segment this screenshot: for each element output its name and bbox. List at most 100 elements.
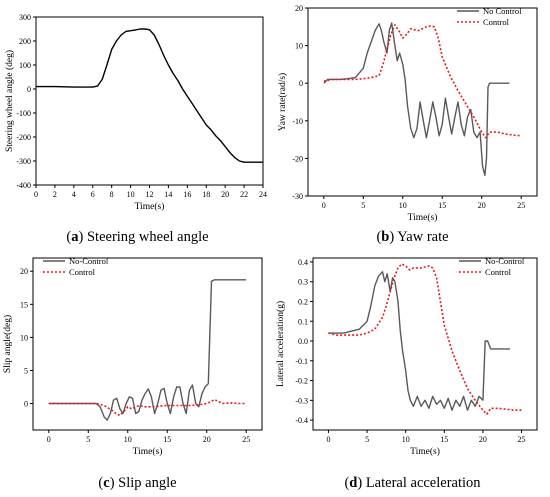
x-tick-label: 5 xyxy=(86,435,90,444)
x-axis-label-d: Time(s) xyxy=(410,446,440,457)
y-tick-label: -0.2 xyxy=(295,377,308,386)
caption-d: (d) Lateral acceleration xyxy=(344,475,481,491)
caption-b: (b) Yaw rate xyxy=(376,229,449,245)
series-line-c-0 xyxy=(48,279,247,421)
caption-letter-a: a xyxy=(71,229,79,245)
x-tick-label: 14 xyxy=(164,190,172,199)
series-line-a-0 xyxy=(36,28,263,163)
chart-svg-a: 0 2 4 6 8 10 12 14 16 18 20 22 24-400-300-200-100010… xyxy=(4,13,267,212)
chart-svg-d: 0 5 10 15 20 25 -0.4 -0.3 -0.2 -0.1 0.0 0.1 0.2 0.3 0.… xyxy=(275,256,538,457)
y-tick-label: 0 xyxy=(24,400,28,409)
x-tick-label: 0 xyxy=(322,201,326,210)
legend-label-d-1: Control xyxy=(485,267,512,277)
x-tick-label: 20 xyxy=(478,201,486,210)
y-tick-label: 5 xyxy=(24,366,28,375)
x-tick-label: 22 xyxy=(240,190,248,199)
y-tick-label: 0.1 xyxy=(298,317,308,326)
plot-frame-c xyxy=(32,257,263,431)
x-axis-label-c: Time(s) xyxy=(133,446,163,457)
caption-letter-d: d xyxy=(349,475,358,491)
y-tick-label: 0.3 xyxy=(298,278,308,287)
x-tick-label: 12 xyxy=(146,190,154,199)
caption-text-a: Steering wheel angle xyxy=(86,229,209,245)
x-tick-label: 5 xyxy=(365,435,369,444)
series-line-d-1 xyxy=(328,263,522,415)
legend-label-c-1: Control xyxy=(69,267,96,277)
y-tick-label: 300 xyxy=(19,13,31,22)
legend-label-d-0: No-Control xyxy=(485,256,525,266)
y-tick-label: 100 xyxy=(19,61,31,70)
caption-c: (c) Slip angle xyxy=(98,475,177,491)
y-axis-label-d: Lateral acceleration(g) xyxy=(275,301,286,387)
chart-panel-b: 0 5 10 15 20 25 -30 -20 -10 0 10 20 Time(s) Yaw rate(… xyxy=(275,0,550,250)
caption-a: (a) Steering wheel angle xyxy=(66,229,209,245)
y-tick-label: 0.2 xyxy=(298,297,308,306)
chart-panel-a: 0 2 4 6 8 10 12 14 16 18 20 22 24 -400 -300 -200 -100 0 10… xyxy=(0,0,275,250)
caption-letter-b: b xyxy=(381,229,390,245)
plot-frame-a xyxy=(35,16,264,186)
plot-frame-d xyxy=(312,257,538,431)
legend-label-b-0: No Control xyxy=(483,6,522,16)
y-tick-label: -0.3 xyxy=(295,396,308,405)
y-tick-label: 20 xyxy=(295,4,303,13)
x-tick-label: 8 xyxy=(110,190,114,199)
x-tick-label: 5 xyxy=(361,201,365,210)
x-axis-label-a: Time(s) xyxy=(135,201,165,212)
x-tick-label: 0 xyxy=(34,190,38,199)
x-tick-label: 20 xyxy=(479,435,487,444)
series-line-c-1 xyxy=(48,398,247,417)
y-axis-label-b: Yaw rate(rad/s) xyxy=(277,73,288,131)
x-tick-label: 15 xyxy=(163,435,171,444)
y-tick-label: 200 xyxy=(19,37,31,46)
x-tick-label: 18 xyxy=(202,190,210,199)
y-axis-label-a: Steering wheel angle (deg) xyxy=(4,50,15,152)
y-tick-label: 0 xyxy=(27,85,31,94)
x-tick-label: 10 xyxy=(399,201,407,210)
x-tick-label: 10 xyxy=(127,190,135,199)
chart-svg-b: 0 5 10 15 20 25 -30 -20 -10 0 10 20 Time(s) Yaw rate(… xyxy=(277,4,538,223)
x-tick-label: 24 xyxy=(259,190,267,199)
y-tick-label: 0 xyxy=(299,79,303,88)
x-axis-label-b: Time(s) xyxy=(408,212,438,223)
caption-letter-c: c xyxy=(103,475,110,491)
y-tick-label: -30 xyxy=(292,192,303,201)
x-tick-label: 25 xyxy=(517,201,525,210)
y-tick-label: -100 xyxy=(16,109,31,118)
series-line-b-1 xyxy=(323,24,522,139)
x-tick-label: 15 xyxy=(438,201,446,210)
x-tick-label: 0 xyxy=(47,435,51,444)
y-tick-label: -200 xyxy=(16,133,31,142)
y-tick-label: -0.1 xyxy=(295,357,308,366)
chart-panel-d: 0 5 10 15 20 25 -0.4 -0.3 -0.2 -0.1 0.0 0.1 0.2 0.3 0.… xyxy=(275,250,550,497)
x-tick-label: 0 xyxy=(326,435,330,444)
y-tick-label: -400 xyxy=(16,181,31,190)
x-tick-label: 25 xyxy=(242,435,250,444)
y-tick-label: 10 xyxy=(20,333,28,342)
x-tick-label: 15 xyxy=(440,435,448,444)
plot-frame-b xyxy=(307,7,538,197)
x-tick-label: 10 xyxy=(124,435,132,444)
x-tick-label: 25 xyxy=(518,435,526,444)
y-tick-label: 15 xyxy=(20,300,28,309)
x-tick-label: 10 xyxy=(402,435,410,444)
y-tick-label: 0.4 xyxy=(298,258,308,267)
y-axis-label-c: Slip angle(deg) xyxy=(2,315,13,373)
x-tick-label: 2 xyxy=(53,190,57,199)
y-tick-label: -0.4 xyxy=(295,416,308,425)
y-tick-label: 20 xyxy=(20,267,28,276)
y-tick-label: -10 xyxy=(292,117,303,126)
x-tick-label: 16 xyxy=(183,190,191,199)
series-line-b-0 xyxy=(323,22,510,177)
y-tick-label: -300 xyxy=(16,157,31,166)
caption-text-d: Lateral acceleration xyxy=(365,475,481,491)
y-tick-label: 10 xyxy=(295,42,303,51)
y-tick-label: -20 xyxy=(292,154,303,163)
series-line-d-0 xyxy=(328,271,510,411)
x-tick-label: 20 xyxy=(221,190,229,199)
caption-text-c: Slip angle xyxy=(118,475,177,491)
legend-label-b-1: Control xyxy=(483,17,510,27)
x-tick-label: 4 xyxy=(72,190,76,199)
legend-label-c-0: No-Control xyxy=(69,256,109,266)
caption-text-b: Yaw rate xyxy=(397,229,449,245)
chart-panel-c: 0 5 10 15 20 25 0 5 10 15 20 Time(s) Slip angle(deg)… xyxy=(0,250,275,497)
